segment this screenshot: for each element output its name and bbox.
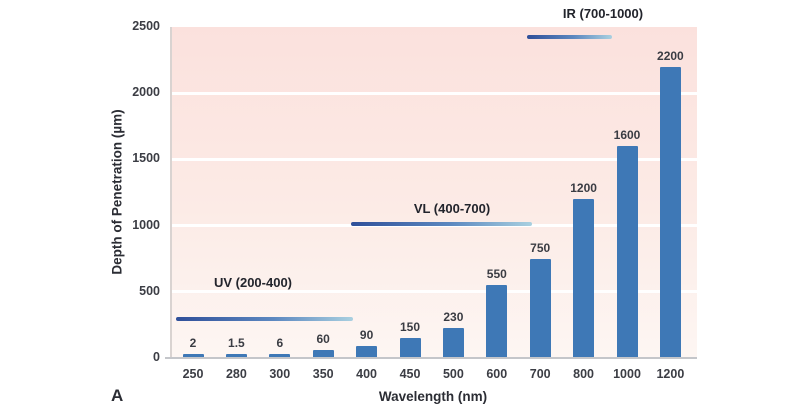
spectrum-label-ir: IR (700-1000): [562, 6, 644, 21]
bar-value-label: 1.5: [228, 336, 245, 350]
y-tick-label: 2000: [132, 85, 160, 100]
bar-value-label: 6: [276, 336, 284, 350]
y-tick-label: 1500: [132, 151, 160, 166]
bar-250nm: [182, 354, 204, 358]
bar-400nm: [356, 346, 378, 358]
spectrum-label-vl: VL (400-700): [413, 201, 491, 216]
x-tick-label: 500: [442, 367, 464, 381]
y-axis-line: [170, 27, 172, 358]
x-tick-label: 450: [399, 367, 421, 381]
x-tick-label: 800: [573, 367, 595, 381]
bar-600nm: [486, 285, 508, 358]
gridline-1500: [170, 157, 697, 161]
y-tick-label: 500: [139, 283, 160, 298]
bar-value-label: 230: [443, 309, 464, 324]
figure-panel-label: A: [111, 386, 124, 405]
gridline-500: [170, 290, 697, 294]
bar-500nm: [442, 327, 464, 358]
bar-value-label: 550: [486, 267, 507, 282]
bar-350nm: [312, 350, 334, 358]
spectrum-line-ir: [527, 35, 612, 39]
bar-value-label: 750: [530, 240, 551, 255]
bar-value-label: 1600: [613, 128, 641, 143]
x-tick-label: 1200: [656, 367, 685, 381]
spectrum-line-uv: [176, 317, 353, 321]
x-tick-label: 700: [529, 367, 551, 381]
bar-700nm: [529, 258, 551, 358]
y-tick-label: 1000: [132, 217, 160, 232]
bar-value-label: 90: [359, 328, 374, 343]
bar-1200nm: [659, 66, 681, 358]
bar-450nm: [399, 338, 421, 358]
bar-value-label: 150: [399, 320, 421, 335]
y-tick-label: 0: [153, 350, 160, 364]
x-tick-label: 400: [356, 367, 378, 381]
x-tick-label: 350: [312, 367, 334, 381]
bar-800nm: [573, 199, 595, 358]
bar-value-label: 2200: [657, 48, 684, 63]
plot-area: 2 1.5 6 60 90 150 230 550 750 1200 1600 2200: [170, 27, 697, 358]
spectrum-label-uv: UV (200-400): [213, 275, 293, 290]
bar-1000nm: [616, 146, 638, 358]
y-tick-label: 2500: [132, 19, 160, 33]
bar-280nm: [225, 354, 247, 358]
bar-300nm: [269, 354, 291, 358]
bar-value-label: 2: [189, 336, 197, 350]
gridline-2000: [170, 91, 697, 95]
bar-value-label: 60: [316, 332, 330, 347]
x-axis-line: [165, 357, 697, 359]
x-tick-label: 300: [269, 367, 291, 381]
x-tick-label: 250: [182, 367, 204, 381]
x-tick-label: 280: [225, 367, 247, 381]
x-axis-title: Wavelength (nm): [378, 389, 488, 404]
y-axis-title: Depth of Penetration (µm): [109, 109, 125, 275]
bar-value-label: 1200: [570, 181, 597, 196]
spectrum-line-vl: [351, 222, 532, 226]
x-tick-label: 600: [486, 367, 508, 381]
x-tick-label: 1000: [613, 367, 641, 381]
